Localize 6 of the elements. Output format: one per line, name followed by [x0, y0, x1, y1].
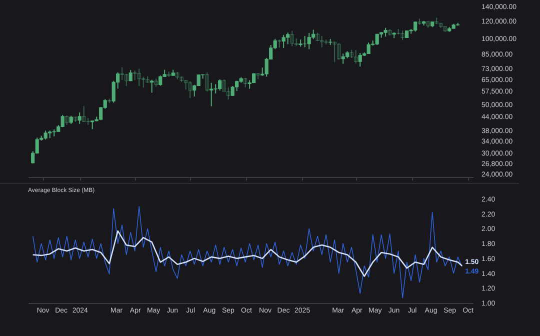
line-series: [32, 206, 462, 298]
candlestick: [328, 38, 332, 46]
candlestick: [434, 17, 438, 24]
line-series: [32, 230, 463, 277]
candlestick: [452, 23, 456, 30]
candlestick: [210, 82, 214, 107]
